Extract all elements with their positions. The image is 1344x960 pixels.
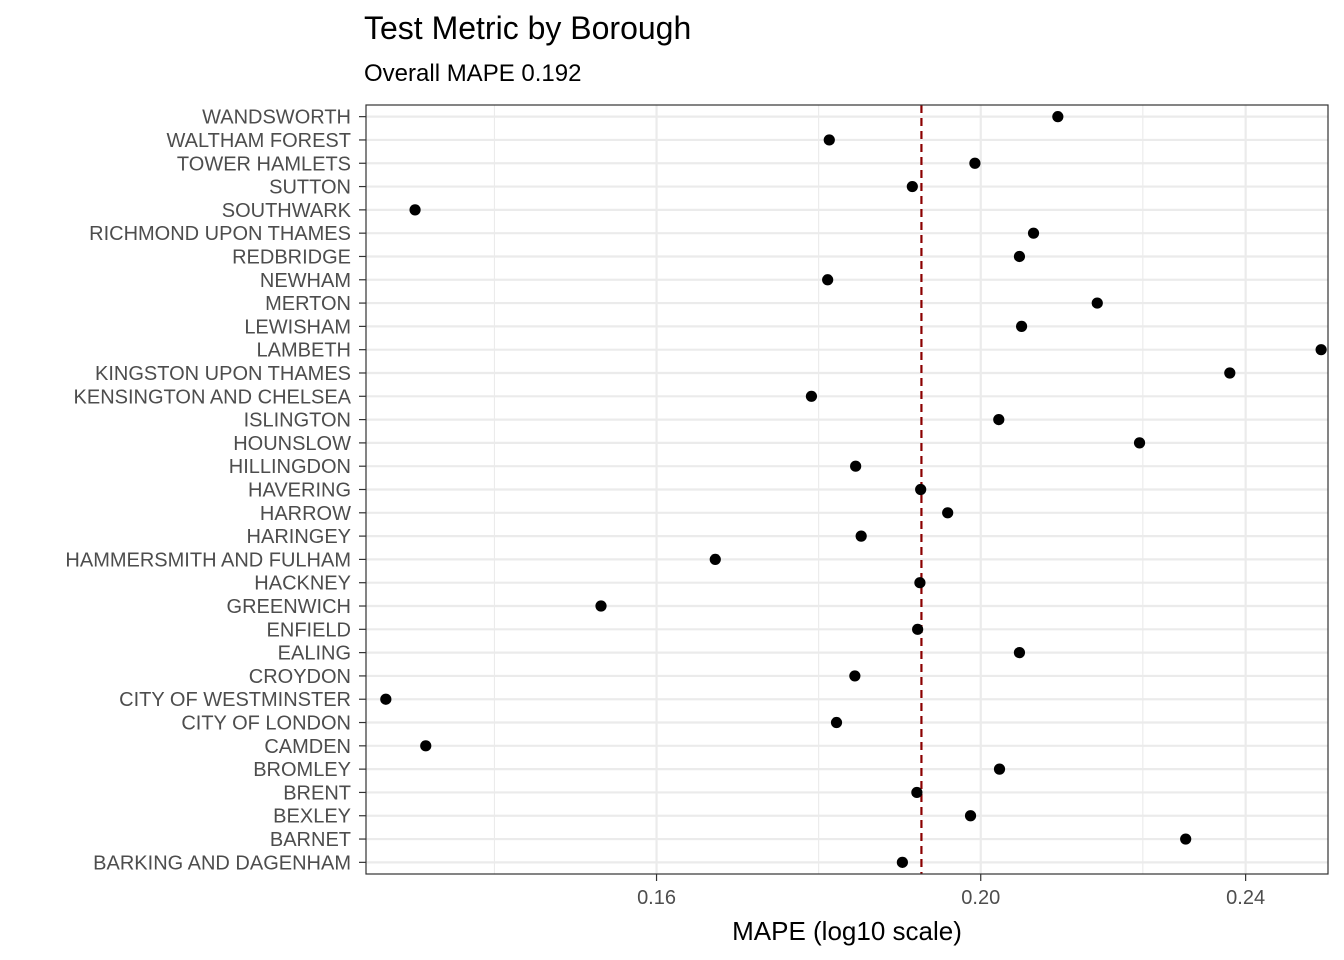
y-tick-label: CITY OF LONDON (181, 713, 351, 735)
major-gridlines (366, 105, 1328, 874)
y-tick-label: TOWER HAMLETS (177, 153, 351, 175)
y-tick-label: EALING (278, 643, 351, 665)
data-point (1013, 250, 1026, 263)
data-point (849, 670, 861, 682)
data-point (993, 413, 1005, 426)
chart-title: Test Metric by Borough (364, 10, 691, 46)
data-point (822, 274, 834, 286)
y-axis: BARKING AND DAGENHAMBARNETBEXLEYBRENTBRO… (65, 107, 366, 874)
data-point (964, 810, 977, 822)
y-tick-label: HARROW (260, 503, 351, 525)
data-point (1052, 111, 1064, 123)
x-axis-title: MAPE (log10 scale) (732, 916, 962, 946)
data-point (855, 530, 867, 542)
y-tick-label: ENFIELD (267, 619, 351, 641)
y-tick-label: HAMMERSMITH AND FULHAM (65, 549, 351, 571)
data-point (942, 507, 954, 519)
y-tick-label: CROYDON (249, 666, 351, 688)
y-tick-label: CAMDEN (264, 736, 351, 758)
y-tick-label: WANDSWORTH (202, 107, 351, 129)
data-point (911, 786, 923, 799)
data-point (993, 763, 1006, 775)
y-tick-label: HARINGEY (247, 526, 351, 548)
data-point (1091, 297, 1103, 309)
data-point (915, 483, 927, 496)
y-tick-label: SOUTHWARK (222, 200, 352, 222)
data-point (1133, 437, 1146, 449)
y-tick-label: BROMLEY (253, 759, 351, 781)
x-tick-label: 0.24 (1226, 887, 1265, 909)
y-tick-label: HACKNEY (254, 573, 351, 595)
y-tick-label: BRENT (283, 782, 351, 804)
data-point (850, 460, 862, 472)
data-point (896, 856, 908, 868)
y-tick-label: MERTON (265, 293, 351, 315)
points-layer (380, 111, 1327, 868)
y-tick-label: KENSINGTON AND CHELSEA (74, 386, 352, 408)
x-axis: 0.16 0.20 0.24 (637, 874, 1265, 909)
data-point (1180, 833, 1192, 845)
y-tick-label: HAVERING (248, 480, 351, 502)
data-point (1015, 320, 1028, 332)
data-point (1027, 227, 1040, 239)
x-tick-label: 0.20 (961, 887, 1000, 909)
data-point (969, 157, 981, 169)
y-tick-label: HILLINGDON (229, 456, 351, 478)
data-point (420, 740, 432, 752)
data-point (709, 553, 721, 566)
data-point (830, 716, 843, 729)
chart-subtitle: Overall MAPE 0.192 (364, 60, 581, 87)
data-point (823, 134, 835, 146)
data-point (912, 623, 924, 635)
y-tick-label: RICHMOND UPON THAMES (89, 223, 351, 245)
y-tick-label: KINGSTON UPON THAMES (95, 363, 351, 385)
y-tick-label: ISLINGTON (244, 410, 351, 432)
data-point (805, 390, 818, 402)
data-point (380, 693, 392, 705)
data-point (906, 180, 918, 193)
y-tick-label: HOUNSLOW (233, 433, 351, 455)
data-point (1224, 367, 1236, 379)
y-tick-label: BEXLEY (273, 806, 351, 828)
y-tick-label: WALTHAM FOREST (167, 130, 351, 152)
data-point (1013, 647, 1026, 659)
y-tick-label: CITY OF WESTMINSTER (119, 689, 351, 711)
data-point (595, 600, 607, 612)
y-tick-label: SUTTON (269, 177, 351, 199)
y-tick-label: REDBRIDGE (232, 246, 351, 268)
data-point (914, 577, 926, 589)
y-tick-label: BARNET (270, 829, 351, 851)
y-tick-label: LAMBETH (257, 340, 351, 362)
y-tick-label: NEWHAM (260, 270, 351, 292)
data-point (1315, 344, 1327, 356)
y-tick-label: BARKING AND DAGENHAM (93, 852, 351, 874)
x-tick-label: 0.16 (637, 887, 676, 909)
data-point (409, 204, 421, 216)
y-tick-label: LEWISHAM (244, 316, 351, 338)
y-tick-label: GREENWICH (227, 596, 351, 618)
